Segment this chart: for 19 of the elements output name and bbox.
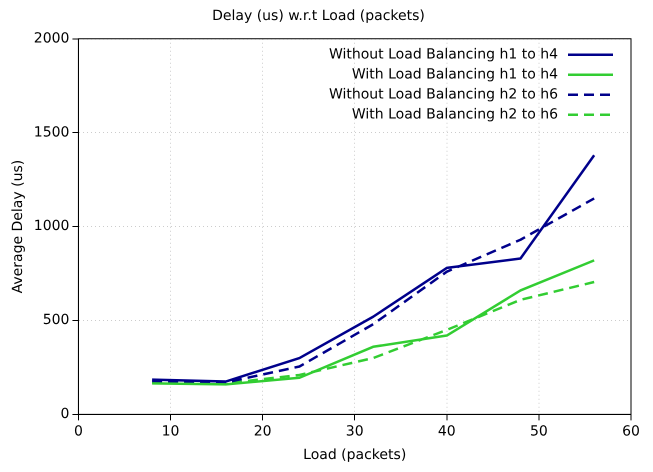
x-tick-label: 0 — [74, 423, 83, 440]
y-tick-label: 2000 — [34, 30, 70, 46]
chart-title: Delay (us) w.r.t Load (packets) — [212, 8, 425, 24]
y-tick-label: 1000 — [34, 218, 70, 234]
legend-label: Without Load Balancing h2 to h6 — [328, 86, 558, 102]
x-axis-title: Load (packets) — [303, 447, 406, 464]
legend-label: With Load Balancing h1 to h4 — [352, 66, 558, 82]
x-tick-label: 10 — [162, 423, 180, 440]
x-tick-label: 20 — [254, 423, 272, 440]
x-tick-label: 30 — [346, 423, 364, 440]
y-axis-title: Average Delay (us) — [10, 160, 26, 294]
y-tick-label: 500 — [42, 312, 70, 328]
legend-label: With Load Balancing h2 to h6 — [352, 106, 558, 122]
y-tick-label: 1500 — [34, 124, 70, 140]
x-tick-label: 50 — [530, 423, 548, 440]
legend-label: Without Load Balancing h1 to h4 — [328, 46, 558, 62]
y-tick-label: 0 — [60, 406, 70, 422]
x-tick-label: 60 — [622, 423, 640, 440]
x-tick-label: 40 — [438, 423, 456, 440]
